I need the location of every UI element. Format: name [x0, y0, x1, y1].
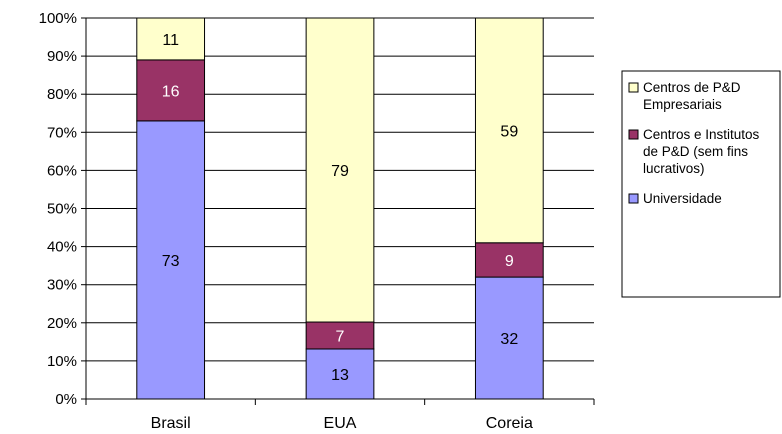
data-label: 7	[336, 329, 345, 346]
legend-swatch	[628, 82, 639, 93]
bar-segment	[474, 276, 544, 400]
bar-segment	[474, 17, 544, 244]
bar-segment	[305, 17, 375, 323]
legend: Centros de P&D Empresariais Centros e Inst…	[621, 70, 781, 298]
category-label: EUA	[324, 415, 357, 432]
y-tick-label: 0%	[55, 391, 77, 408]
data-label: 13	[331, 367, 349, 384]
category-label: Brasil	[151, 415, 191, 432]
legend-box	[621, 70, 781, 298]
y-tick-label: 80%	[47, 86, 77, 103]
legend-swatch	[628, 193, 639, 204]
legend-swatch	[628, 129, 639, 140]
bar-segments	[136, 17, 544, 400]
y-tick-labels: 0% 10% 20% 30% 40% 50% 60% 70% 80% 90% 100%	[39, 10, 77, 408]
bar-segment	[305, 321, 375, 350]
y-tick-label: 90%	[47, 48, 77, 65]
legend-entry: Centros de P&D Empresariais	[643, 80, 741, 112]
y-tick-label: 30%	[47, 277, 77, 294]
y-tick-label: 70%	[47, 124, 77, 141]
legend-entry: Universidade	[643, 191, 722, 206]
bar-segment	[136, 17, 206, 61]
y-tick-label: 20%	[47, 315, 77, 332]
y-tick-label: 60%	[47, 162, 77, 179]
axes	[81, 17, 595, 405]
data-label: 32	[500, 331, 518, 348]
data-labels: 73 16 11 13 7 79 32 9 59	[162, 32, 519, 384]
y-tick-label: 40%	[47, 239, 77, 256]
bar-segment	[305, 348, 375, 400]
data-label: 16	[162, 83, 180, 100]
y-tick-label: 50%	[47, 201, 77, 218]
data-label: 9	[505, 253, 514, 270]
bar-segment	[136, 59, 206, 122]
data-label: 11	[162, 32, 179, 49]
bar-segment	[474, 242, 544, 278]
y-tick-label: 100%	[39, 10, 77, 27]
category-label: Coreia	[486, 415, 533, 432]
y-tick-label: 10%	[47, 353, 77, 370]
category-labels: Brasil EUA Coreia	[151, 415, 533, 432]
legend-entry: Centros e Institutos de P&D (sem fins lucr…	[643, 127, 760, 176]
data-label: 73	[162, 253, 180, 270]
data-label: 79	[331, 163, 349, 180]
data-label: 59	[500, 123, 518, 140]
